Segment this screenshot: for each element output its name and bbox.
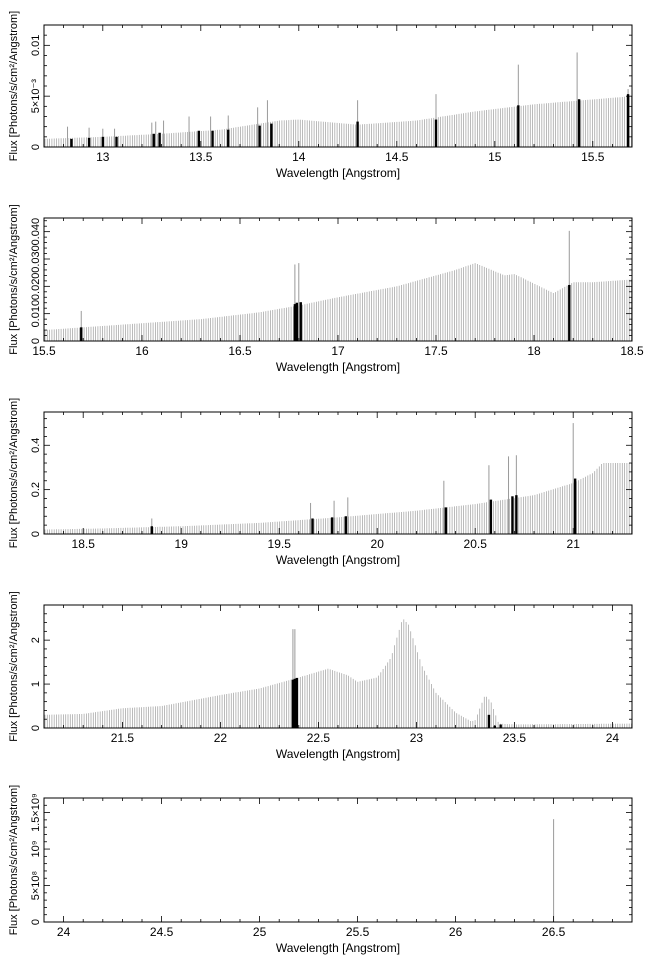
y-axis-label: Flux [Photons/s/cm²/Angstrom] bbox=[8, 591, 20, 741]
plot-frame bbox=[43, 797, 633, 923]
y-tick-label: 0 bbox=[30, 144, 42, 150]
x-tick-label: 20.5 bbox=[464, 537, 488, 551]
x-tick-label: 26 bbox=[449, 925, 463, 939]
x-tick-label: 19.5 bbox=[268, 537, 292, 551]
x-tick-label: 16.5 bbox=[228, 344, 252, 358]
panel-4: 21.5 22 22.5 23 23.5 24 0 1 2 Wavelength [Angstro… bbox=[8, 591, 633, 761]
x-tick-label: 13 bbox=[96, 150, 110, 164]
y-axis-label: Flux [Photons/s/cm²/Angstrom] bbox=[8, 398, 20, 548]
y-tick-label: 0 bbox=[30, 531, 42, 537]
y-tick-label: 5×10⁻³ bbox=[30, 79, 42, 114]
x-tick-label: 21.5 bbox=[111, 731, 135, 745]
y-tick-label: 1.5×10⁹ bbox=[30, 793, 42, 832]
x-axis-label: Wavelength [Angstrom] bbox=[276, 360, 400, 374]
y-axis-label: Flux [Photons/s/cm²/Angstrom] bbox=[8, 11, 20, 161]
x-tick-label: 25.5 bbox=[346, 925, 370, 939]
x-tick-label: 23 bbox=[410, 731, 424, 745]
y-tick-label: 0.020 bbox=[30, 273, 42, 301]
y-tick-label: 0 bbox=[30, 725, 42, 731]
x-tick-label: 22 bbox=[214, 731, 228, 745]
y-tick-label: 0.040 bbox=[30, 218, 42, 246]
x-axis-label: Wavelength [Angstrom] bbox=[276, 941, 400, 955]
y-tick-label: 0.01 bbox=[30, 35, 42, 56]
x-tick-label: 15.5 bbox=[32, 344, 56, 358]
y-tick-label: 0.030 bbox=[30, 245, 42, 273]
x-tick-label: 24.5 bbox=[150, 925, 174, 939]
x-tick-label: 21 bbox=[567, 537, 581, 551]
y-tick-label: 1 bbox=[30, 681, 42, 687]
y-tick-label: 0.2 bbox=[30, 482, 42, 497]
x-tick-label: 24 bbox=[606, 731, 620, 745]
x-tick-label: 13.5 bbox=[189, 150, 213, 164]
x-tick-label: 14 bbox=[292, 150, 306, 164]
x-axis-label: Wavelength [Angstrom] bbox=[276, 553, 400, 567]
x-tick-label: 15.5 bbox=[581, 150, 605, 164]
x-tick-label: 25 bbox=[253, 925, 267, 939]
panel-3: 18.5 19 19.5 20 20.5 21 0 0.2 0.4 Wavelength [Ang… bbox=[8, 398, 633, 567]
y-axis-label: Flux [Photons/s/cm²/Angstrom] bbox=[8, 204, 20, 354]
x-axis-label: Wavelength [Angstrom] bbox=[276, 747, 400, 761]
y-tick-label: 0 bbox=[30, 338, 42, 344]
x-tick-label: 22.5 bbox=[307, 731, 331, 745]
y-tick-label: 0.4 bbox=[30, 438, 42, 453]
x-tick-label: 18 bbox=[527, 344, 541, 358]
y-tick-label: 2 bbox=[30, 637, 42, 643]
x-tick-label: 23.5 bbox=[503, 731, 527, 745]
x-tick-label: 19 bbox=[175, 537, 189, 551]
x-tick-label: 17.5 bbox=[424, 344, 448, 358]
y-tick-label: 10⁹ bbox=[30, 841, 42, 858]
x-tick-label: 26.5 bbox=[542, 925, 566, 939]
panel-5: 24 24.5 25 25.5 26 26.5 0 5×10⁸ 10⁹ 1.5×10⁹ Wavele… bbox=[8, 785, 633, 955]
x-tick-label: 15 bbox=[488, 150, 502, 164]
x-tick-label: 18.5 bbox=[620, 344, 644, 358]
y-tick-label: 5×10⁸ bbox=[30, 871, 42, 900]
x-tick-label: 24 bbox=[57, 925, 71, 939]
x-tick-label: 17 bbox=[331, 344, 345, 358]
x-tick-label: 20 bbox=[371, 537, 385, 551]
x-tick-label: 14.5 bbox=[385, 150, 409, 164]
panel-1: 13 13.5 14 14.5 15 15.5 0 5×10⁻³ 0.01 Wavelength … bbox=[8, 11, 633, 180]
x-tick-label: 18.5 bbox=[72, 537, 96, 551]
y-axis-label: Flux [Photons/s/cm²/Angstrom] bbox=[8, 785, 20, 935]
panel-2: 15.5 16 16.5 17 17.5 18 18.5 0 0.0100.0200.0300.… bbox=[8, 204, 644, 374]
x-tick-label: 16 bbox=[135, 344, 149, 358]
x-axis-label: Wavelength [Angstrom] bbox=[276, 166, 400, 180]
y-tick-label: 0 bbox=[30, 919, 42, 925]
y-tick-label: 0.010 bbox=[30, 300, 42, 328]
